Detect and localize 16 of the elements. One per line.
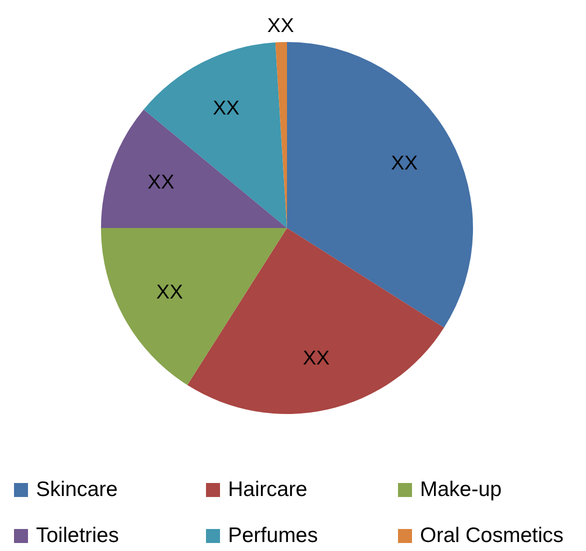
legend-label: Skincare — [36, 478, 118, 502]
legend-label: Oral Cosmetics — [420, 524, 564, 548]
legend-label: Toiletries — [36, 524, 119, 548]
data-label: XX — [391, 152, 418, 174]
pie-slice — [287, 42, 473, 328]
pie-slice — [101, 228, 287, 386]
data-label: XX — [212, 98, 240, 120]
legend-label: Perfumes — [228, 524, 318, 548]
data-label: XX — [267, 15, 294, 38]
data-label: XX — [148, 172, 174, 194]
data-label: XX — [156, 282, 183, 304]
legend-label: Make-up — [420, 478, 502, 502]
pie-slice — [187, 228, 444, 414]
pie-slice — [144, 42, 287, 228]
data-label: XX — [302, 348, 330, 370]
legend-label: Haircare — [228, 478, 308, 502]
